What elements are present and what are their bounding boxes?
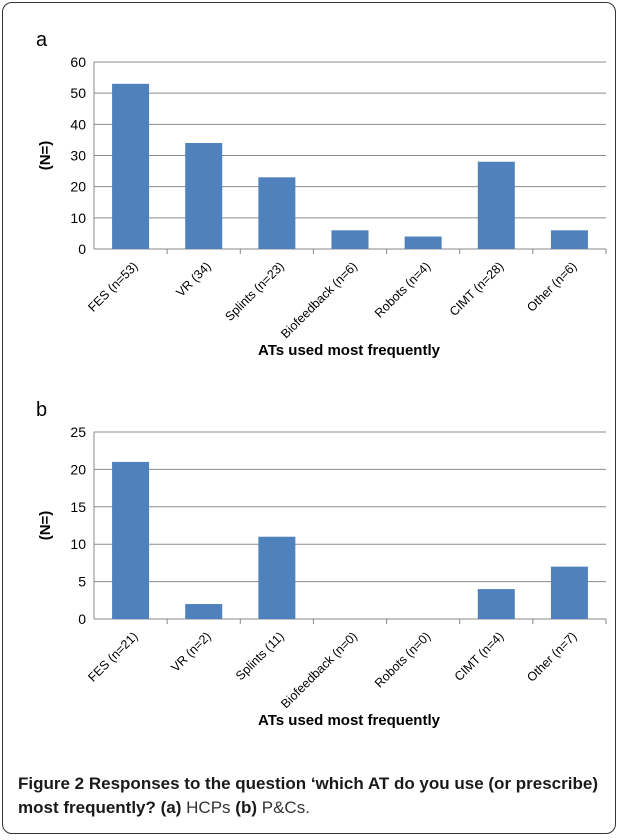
- bar-chart-a: a 0 10 20 30 40 50 60 (N=) FES (n=53) VR (34) Splin…: [36, 29, 607, 359]
- x-tick-label-6: Other (n=6): [524, 259, 579, 314]
- caption-part-b-label: (b): [235, 798, 258, 817]
- x-tick-label-5: CIMT (n=4): [452, 629, 507, 684]
- chart-panel-a: a 0 10 20 30 40 50 60 (N=) FES (n=53) VR (34) Splin…: [0, 0, 622, 370]
- bar-chart-b: b 0 5 10 15 20 25 (N=) FES (n=21) VR (n=2) Splints…: [36, 399, 607, 729]
- x-tick-label-3: Biofeedback (n=0): [278, 629, 360, 711]
- x-tick-label-4: Robots (n=4): [372, 259, 433, 320]
- y-tick-label: 60: [70, 54, 86, 70]
- x-tick-label-2: Splints (11): [233, 629, 287, 683]
- y-tick-label: 0: [78, 241, 86, 257]
- x-tick-label-1: VR (34): [173, 259, 213, 299]
- x-tick-label-1: VR (n=2): [168, 629, 214, 675]
- y-tick-label: 20: [70, 179, 86, 195]
- y-axis-label: (N=): [37, 141, 54, 171]
- panel-label: a: [36, 29, 48, 51]
- bar-1: [185, 604, 223, 619]
- caption-part-b-text: P&Cs.: [261, 798, 310, 817]
- caption-part-a-label: (a): [160, 798, 182, 817]
- bar-5: [477, 161, 515, 249]
- x-tick-label-4: Robots (n=0): [372, 629, 433, 690]
- figure-caption: Figure 2 Responses to the question ‘whic…: [18, 772, 608, 820]
- y-tick-label: 30: [70, 148, 86, 164]
- caption-part-a-text: HCPs: [186, 798, 231, 817]
- bar-2: [258, 177, 296, 249]
- y-tick-label: 5: [78, 574, 86, 590]
- y-tick-label: 10: [70, 210, 86, 226]
- y-tick-label: 0: [78, 611, 86, 627]
- chart-panel-b: b 0 5 10 15 20 25 (N=) FES (n=21) VR (n=2) Splints…: [0, 370, 622, 740]
- y-tick-label: 15: [70, 499, 86, 515]
- bar-6: [550, 566, 588, 619]
- x-tick-label-0: FES (n=53): [85, 259, 140, 314]
- bar-1: [185, 143, 223, 249]
- figure-frame: [2, 2, 616, 834]
- x-axis-label: ATs used most frequently: [258, 342, 441, 359]
- y-tick-label: 40: [70, 116, 86, 132]
- x-axis-label: ATs used most frequently: [258, 712, 441, 729]
- y-tick-label: 25: [70, 424, 86, 440]
- y-tick-label: 50: [70, 85, 86, 101]
- bar-0: [112, 461, 150, 619]
- bar-5: [477, 589, 515, 619]
- x-tick-label-0: FES (n=21): [85, 629, 140, 684]
- panel-label: b: [36, 399, 47, 421]
- bar-4: [404, 236, 442, 249]
- x-tick-label-5: CIMT (n=28): [447, 259, 507, 319]
- x-tick-label-3: Biofeedback (n=6): [278, 259, 360, 341]
- bar-6: [550, 230, 588, 249]
- x-tick-label-6: Other (n=7): [524, 629, 579, 684]
- bar-2: [258, 536, 296, 619]
- caption-figure-label: Figure 2: [18, 774, 85, 793]
- bar-3: [331, 230, 369, 249]
- y-tick-label: 20: [70, 461, 86, 477]
- x-tick-label-2: Splints (n=23): [222, 259, 287, 324]
- y-tick-label: 10: [70, 536, 86, 552]
- y-axis-label: (N=): [37, 511, 54, 541]
- caption-title: Responses to the question ‘which AT do y…: [18, 774, 598, 817]
- bar-0: [112, 83, 150, 249]
